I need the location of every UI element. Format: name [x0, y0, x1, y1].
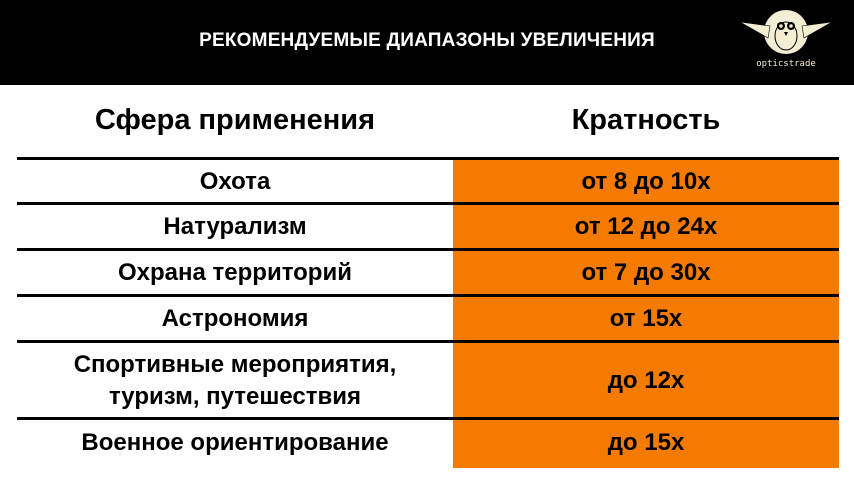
sphere-cell: Натурализм [163, 213, 307, 241]
magnification-cell: до 15x [607, 428, 685, 456]
table-row: Астрономия от 15x [17, 294, 839, 342]
table-row: Охрана территорий от 7 до 30x [17, 248, 839, 296]
magnification-cell: от 12 до 24x [574, 213, 718, 241]
table-row: Охота от 8 до 10x [17, 157, 839, 204]
magnification-cell: от 7 до 30x [581, 259, 711, 287]
sphere-cell: Охота [199, 167, 271, 195]
column-header-magnification: Кратность [571, 104, 721, 136]
sphere-cell: Военное ориентирование [81, 428, 389, 456]
table-row: Натурализм от 12 до 24x [17, 202, 839, 250]
sphere-cell: Охрана территорий [118, 259, 352, 287]
column-header-sphere: Сфера применения [94, 104, 376, 136]
header-bar: РЕКОМЕНДУЕМЫЕ ДИАПАЗОНЫ УВЕЛИЧЕНИЯ optic… [0, 0, 854, 85]
table-row: Военное ориентирование до 15x [17, 417, 839, 466]
opticstrade-logo: opticstrade [738, 8, 834, 72]
page-title: РЕКОМЕНДУЕМЫЕ ДИАПАЗОНЫ УВЕЛИЧЕНИЯ [199, 30, 655, 51]
table-row: Спортивные мероприятия, туризм, путешест… [17, 340, 839, 419]
sphere-cell: Астрономия [161, 305, 309, 333]
magnification-cell: от 15x [609, 305, 683, 333]
magnification-cell: до 12x [607, 366, 685, 394]
magnification-cell: от 8 до 10x [581, 167, 711, 195]
sphere-cell: Спортивные мероприятия, туризм, путешест… [73, 350, 397, 410]
magnification-column-bg [453, 158, 839, 468]
owl-icon [739, 10, 833, 54]
logo-text: opticstrade [756, 59, 816, 69]
